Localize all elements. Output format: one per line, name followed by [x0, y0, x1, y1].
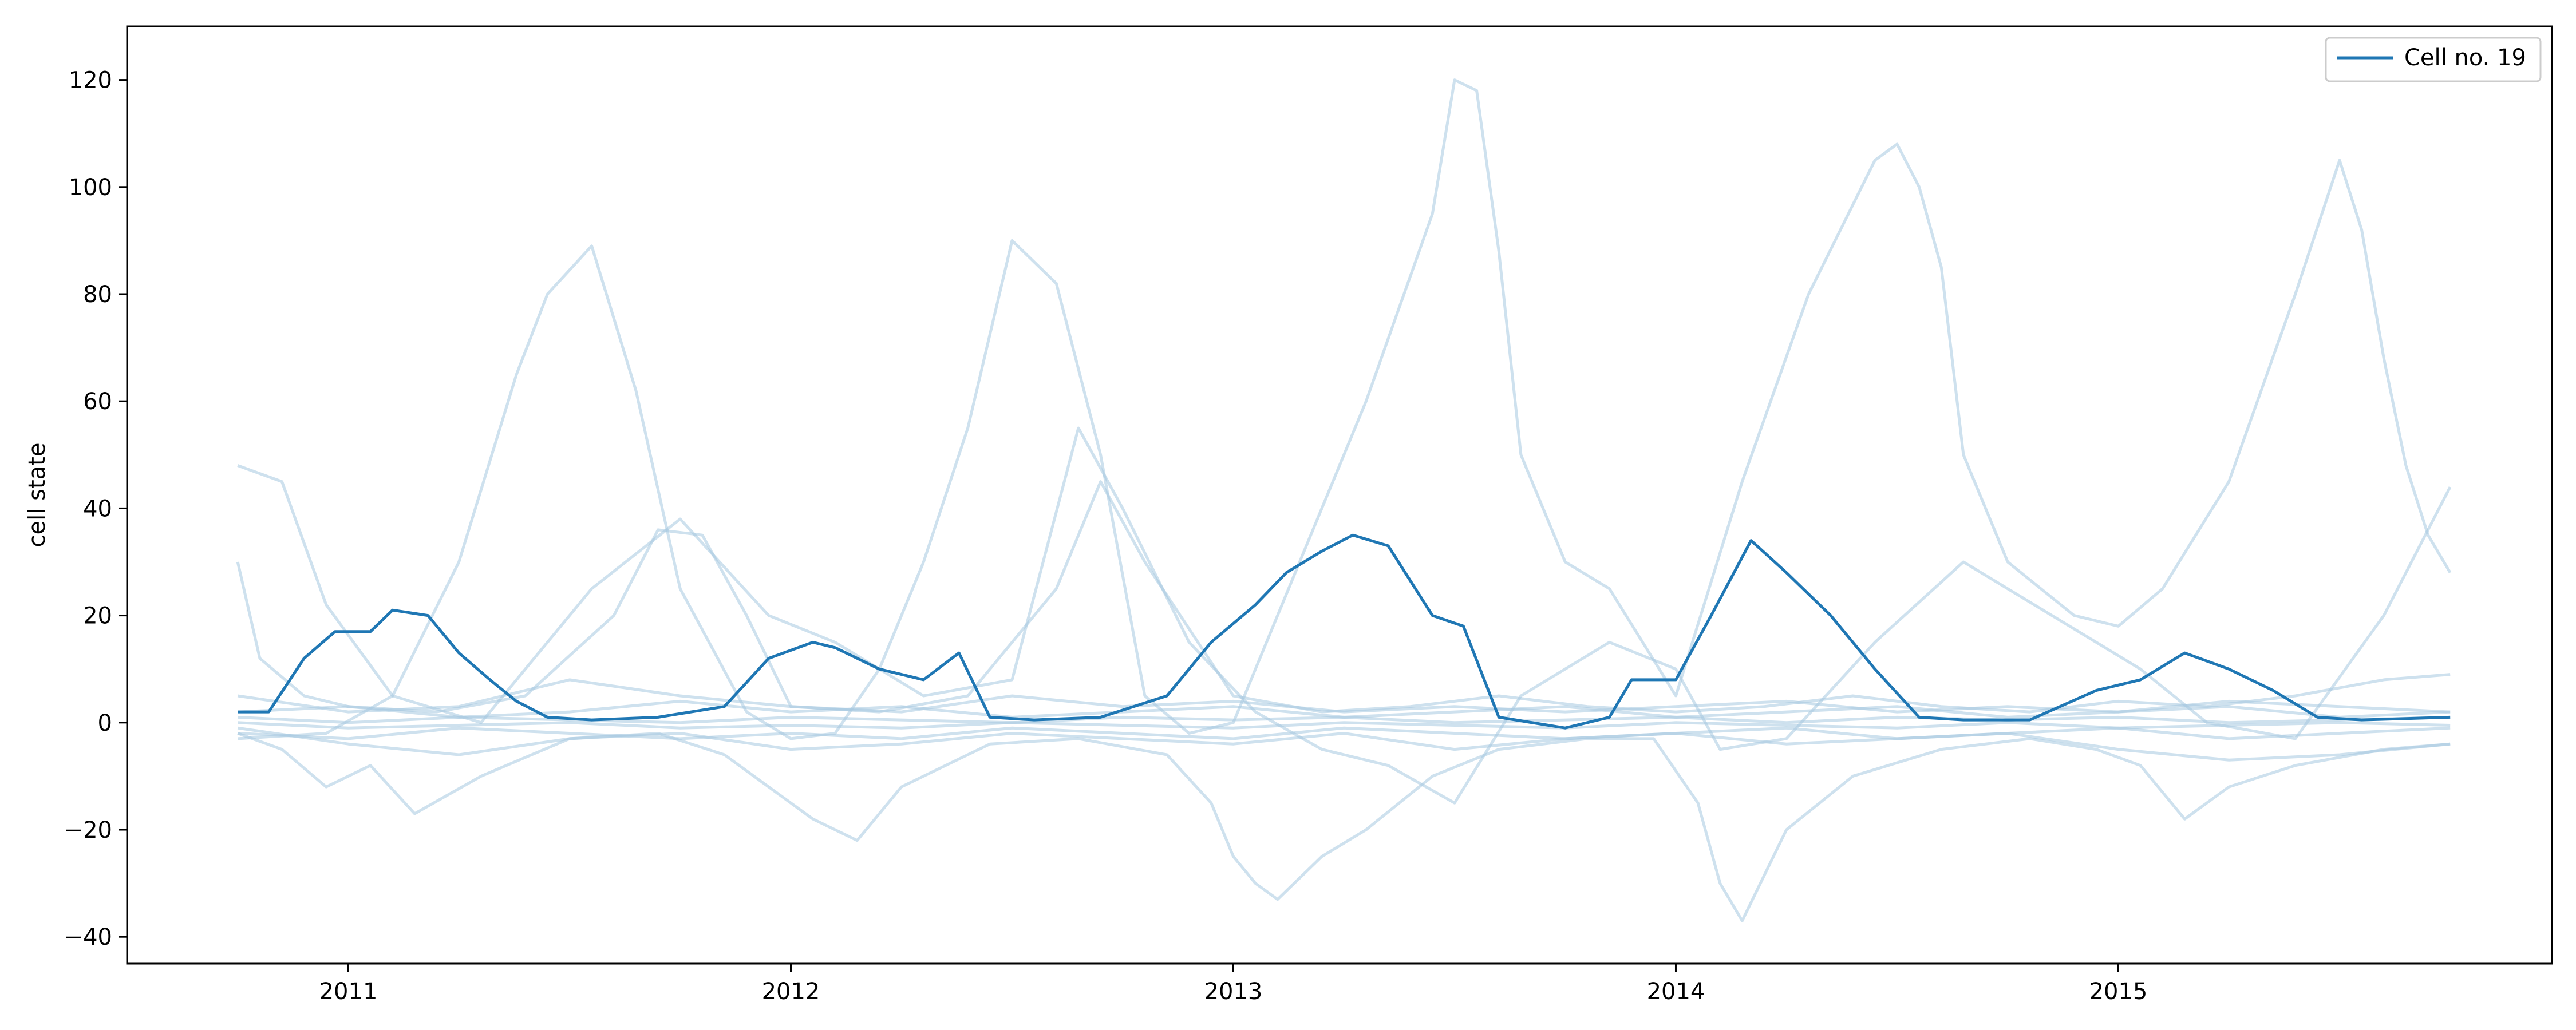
legend: Cell no. 19 — [2325, 37, 2542, 82]
x-tick-label: 2014 — [1647, 978, 1705, 1005]
legend-label: Cell no. 19 — [2404, 45, 2526, 71]
plot-frame — [126, 25, 2553, 965]
x-tick-label: 2012 — [762, 978, 820, 1005]
background-series-line — [238, 699, 2451, 719]
background-series-line — [237, 726, 2451, 762]
background-series-line — [238, 78, 2452, 740]
background-series-line — [237, 426, 2452, 805]
y-tick-label: 60 — [83, 389, 112, 415]
x-tick-label: 2011 — [319, 978, 378, 1005]
x-axis: 2011 2012 2013 2014 2015 — [319, 964, 2148, 1005]
y-axis: 120 100 80 60 40 20 0 −20 −40 — [64, 68, 127, 950]
background-series-line — [237, 678, 2451, 714]
y-tick-label: 40 — [83, 496, 112, 522]
y-tick-label: 80 — [83, 282, 112, 308]
y-tick-label: −40 — [64, 924, 112, 950]
y-tick-label: 120 — [69, 68, 112, 94]
highlight-layer — [238, 533, 2451, 730]
y-tick-label: 0 — [98, 710, 112, 736]
y-tick-label: −20 — [64, 817, 112, 843]
background-series-line — [236, 480, 2451, 714]
legend-box — [2325, 37, 2542, 82]
series-layer — [236, 78, 2452, 922]
background-series-line — [238, 721, 2451, 730]
cell-19-series-line — [238, 533, 2451, 730]
y-tick-label: 20 — [83, 603, 112, 629]
y-axis-label: cell state — [24, 443, 50, 548]
background-series-line — [238, 726, 2451, 740]
y-tick-label: 100 — [69, 175, 112, 201]
x-tick-label: 2015 — [2089, 978, 2148, 1005]
x-tick-label: 2013 — [1204, 978, 1263, 1005]
